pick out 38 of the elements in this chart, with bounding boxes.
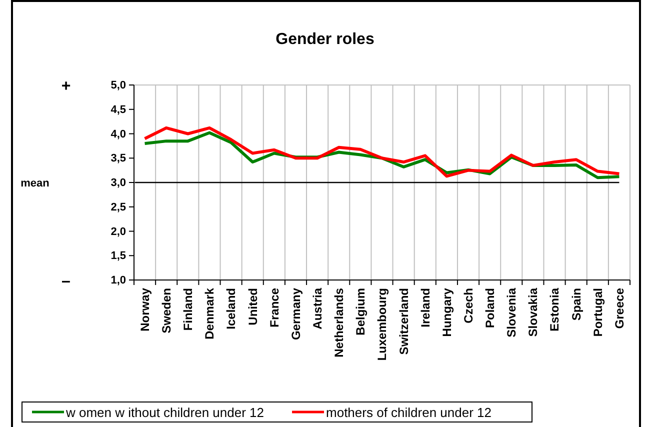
text: – [62,273,71,290]
y-tick-label: 4,0 [110,128,126,140]
x-tick-label: France [267,288,282,328]
x-tick-label: Portugal [590,288,605,337]
x-tick-label: Netherlands [332,288,346,358]
x-tick-label: Iceland [224,288,238,330]
x-tick-label: Greece [612,288,626,329]
y-tick-label: 3,5 [110,152,126,165]
x-tick-label: Denmark [202,288,217,340]
x-tick-label: Spain [569,288,584,321]
y-tick-label: 3,0 [110,177,126,190]
y-tick-label: 2,5 [110,201,126,214]
x-tick-label: Slovakia [526,288,540,337]
text: mean [20,178,50,190]
y-tick-label: 2,0 [110,226,126,238]
x-tick-label: Poland [483,288,498,328]
x-tick-label: Estonia [548,288,562,332]
x-tick-label: Finland [181,288,196,331]
x-tick-label: Austria [310,288,325,330]
x-tick-label: Hungary [440,288,454,337]
x-tick-label: Ireland [418,288,432,328]
x-tick-label: United [246,288,260,326]
x-tick-label: Slovenia [504,288,519,338]
x-tick-label: Switzerland [396,288,411,355]
y-tick-label: 4,5 [110,104,126,116]
chart-title: Gender roles [276,31,374,48]
x-tick-label: Norway [138,288,152,332]
y-tick-label: 1,0 [110,274,126,287]
x-tick-label: Luxembourg [375,288,390,361]
text: + [61,78,71,95]
legend-label: w omen w ithout children under 12 [65,405,264,420]
legend-label: mothers of children under 12 [326,405,492,420]
x-tick-label: Belgium [354,288,368,336]
x-tick-label: Sweden [160,288,174,334]
y-tick-label: 1,5 [110,250,126,262]
y-tick-label: 5,0 [110,80,126,92]
x-tick-label: Germany [288,288,303,340]
x-tick-label: Czech [461,288,476,324]
